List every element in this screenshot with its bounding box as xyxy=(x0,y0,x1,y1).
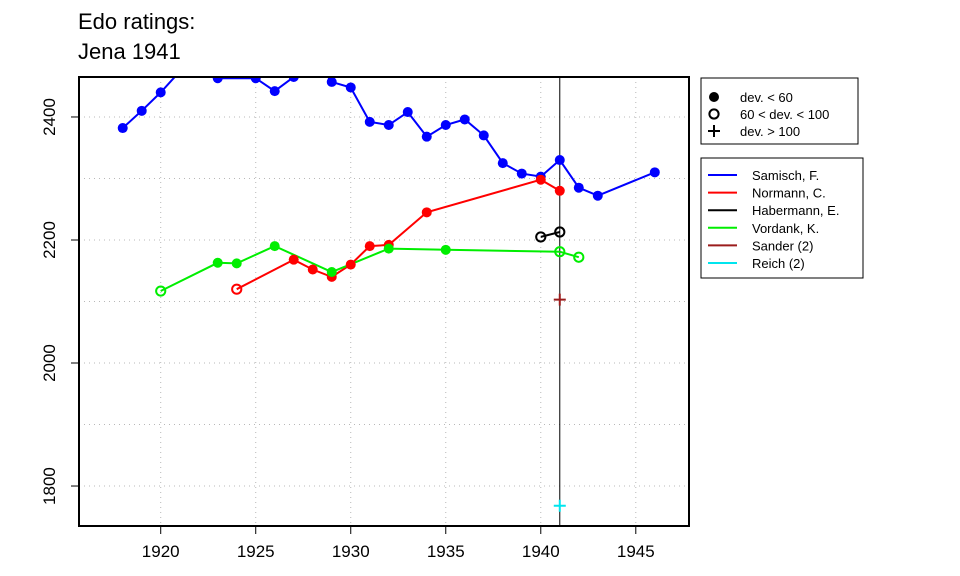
data-point xyxy=(194,62,204,72)
data-point xyxy=(553,499,566,512)
data-point xyxy=(345,259,356,270)
data-point xyxy=(440,119,451,130)
marker-legend-label: 60 < dev. < 100 xyxy=(740,107,829,122)
data-point xyxy=(554,226,566,238)
marker-legend: dev. < 60 60 < dev. < 100 dev. > 100 xyxy=(700,77,859,145)
data-point xyxy=(459,114,470,125)
data-point xyxy=(136,105,147,116)
series-legend: Samisch, F. Normann, C. Habermann, E. Vorda… xyxy=(700,157,864,279)
data-point xyxy=(554,185,565,196)
data-point xyxy=(573,251,585,263)
data-point xyxy=(250,77,261,84)
data-point xyxy=(383,243,394,254)
data-point xyxy=(155,87,166,98)
data-point xyxy=(231,283,243,295)
data-point xyxy=(288,77,299,82)
y-tick-label: 2200 xyxy=(40,221,59,259)
data-point xyxy=(573,182,584,193)
data-point xyxy=(421,207,432,218)
x-tick-label: 1920 xyxy=(142,542,180,561)
series-legend-label: Vordank, K. xyxy=(752,221,819,236)
data-point xyxy=(307,264,318,275)
data-point xyxy=(402,107,413,118)
y-tick-label: 2400 xyxy=(40,98,59,136)
y-tick-label: 2000 xyxy=(40,344,59,382)
series-line xyxy=(540,231,561,238)
data-point xyxy=(478,130,489,141)
x-tick-label: 1925 xyxy=(237,542,275,561)
data-point xyxy=(440,244,451,255)
data-point xyxy=(649,167,660,178)
data-point xyxy=(326,266,337,277)
data-point xyxy=(212,77,223,84)
plot-frame xyxy=(78,76,690,527)
series-line xyxy=(236,178,561,291)
data-point xyxy=(553,293,566,306)
marker-legend-box xyxy=(700,77,859,145)
data-point xyxy=(117,123,128,134)
marker-legend-symbol xyxy=(708,108,720,120)
series-legend-label: Reich (2) xyxy=(752,256,805,271)
series-legend-label: Sander (2) xyxy=(752,238,813,253)
y-tick-label: 1800 xyxy=(40,467,59,505)
data-point xyxy=(535,231,547,243)
x-tick-label: 1940 xyxy=(522,542,560,561)
series-legend-box xyxy=(700,157,864,279)
chart-title-line-1: Edo ratings: xyxy=(78,9,196,34)
marker-legend-symbol xyxy=(708,125,720,137)
data-point xyxy=(308,50,318,60)
plot-layer xyxy=(79,50,689,526)
series-legend-label: Samisch, F. xyxy=(752,168,819,183)
data-point xyxy=(535,174,546,185)
marker-legend-label: dev. > 100 xyxy=(740,124,800,139)
data-point xyxy=(155,285,167,297)
data-point xyxy=(288,254,299,265)
data-point xyxy=(554,155,565,166)
data-point xyxy=(269,86,280,97)
data-point xyxy=(364,241,375,252)
x-tick-label: 1945 xyxy=(617,542,655,561)
data-point xyxy=(383,119,394,130)
data-point xyxy=(326,77,337,87)
data-point xyxy=(592,190,603,201)
data-point xyxy=(516,168,527,179)
data-point xyxy=(175,66,185,76)
x-tick-label: 1930 xyxy=(332,542,370,561)
data-point xyxy=(212,257,223,268)
series-legend-label: Normann, C. xyxy=(752,186,826,201)
data-point xyxy=(231,258,242,269)
x-tick-label: 1935 xyxy=(427,542,465,561)
marker-legend-label: dev. < 60 xyxy=(740,90,793,105)
data-point xyxy=(554,246,566,258)
data-point xyxy=(421,131,432,142)
series-legend-label: Habermann, E. xyxy=(752,203,839,218)
data-point xyxy=(269,241,280,252)
chart-title-line-2: Jena 1941 xyxy=(78,39,181,64)
data-point xyxy=(364,116,375,127)
series-line xyxy=(160,245,580,292)
data-point xyxy=(345,82,356,93)
data-point xyxy=(497,158,508,169)
marker-legend-symbol xyxy=(709,92,719,102)
